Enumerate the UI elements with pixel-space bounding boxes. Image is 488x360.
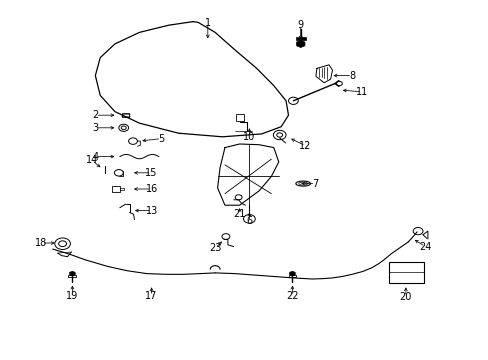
Text: 18: 18 bbox=[35, 238, 48, 248]
Text: 7: 7 bbox=[312, 179, 318, 189]
Text: 6: 6 bbox=[246, 216, 252, 226]
Text: 21: 21 bbox=[233, 209, 245, 219]
Bar bbox=[122, 113, 129, 117]
Polygon shape bbox=[315, 65, 332, 83]
Bar bbox=[288, 275, 296, 277]
Text: 4: 4 bbox=[92, 152, 98, 162]
Text: 16: 16 bbox=[145, 184, 158, 194]
Text: 9: 9 bbox=[297, 20, 303, 30]
Text: 13: 13 bbox=[145, 206, 158, 216]
Text: 24: 24 bbox=[418, 242, 431, 252]
Text: 3: 3 bbox=[92, 123, 98, 133]
Text: 20: 20 bbox=[399, 292, 411, 302]
Text: 10: 10 bbox=[243, 132, 255, 142]
Bar bbox=[295, 37, 305, 40]
Text: 1: 1 bbox=[204, 18, 210, 28]
Text: 22: 22 bbox=[285, 291, 298, 301]
Text: 12: 12 bbox=[299, 141, 311, 151]
Text: 15: 15 bbox=[145, 168, 158, 178]
Text: 23: 23 bbox=[208, 243, 221, 253]
Bar bbox=[68, 275, 76, 277]
Bar bbox=[112, 186, 120, 192]
Text: 5: 5 bbox=[158, 134, 164, 144]
Text: 8: 8 bbox=[348, 71, 354, 81]
Text: 19: 19 bbox=[66, 291, 79, 301]
Bar bbox=[235, 114, 243, 121]
Text: 17: 17 bbox=[145, 291, 158, 301]
Bar bbox=[388, 262, 423, 283]
Text: 14: 14 bbox=[85, 155, 98, 165]
Text: 11: 11 bbox=[355, 87, 367, 97]
Text: 2: 2 bbox=[92, 110, 98, 120]
